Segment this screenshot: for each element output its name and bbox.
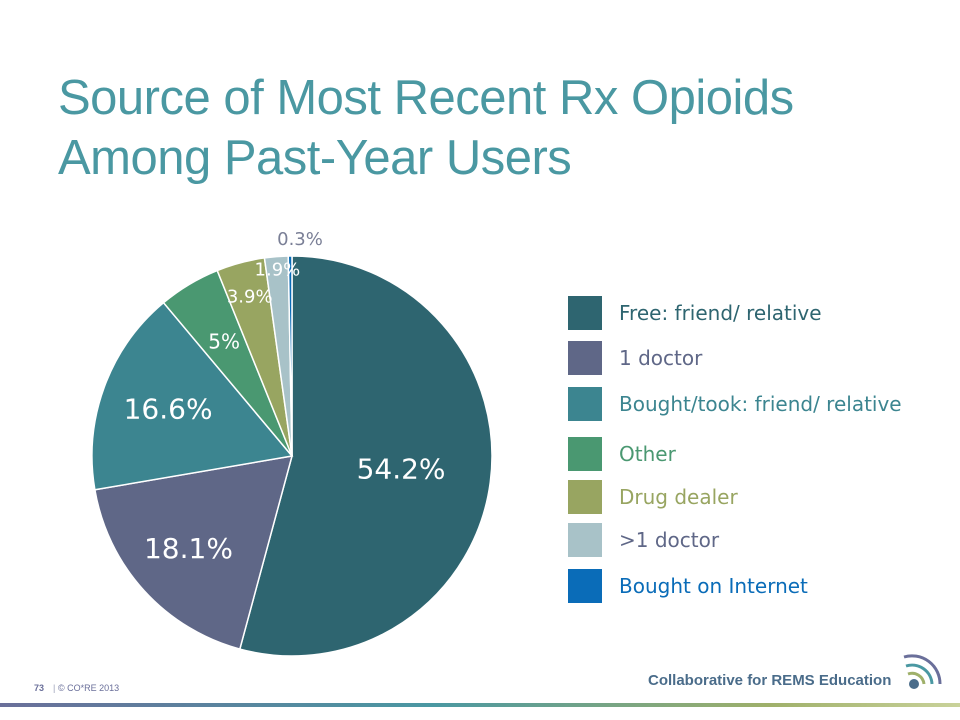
legend-swatch: [568, 523, 602, 557]
pie-slice-label-2: 18.1%: [144, 532, 233, 565]
pie-slice-label-4: 5%: [208, 329, 240, 353]
legend-label: Bought/took: friend/ relative: [619, 392, 902, 416]
core-logo-icon: [903, 654, 942, 689]
legend-item: Other: [568, 437, 676, 471]
legend-swatch: [568, 480, 602, 514]
footer-divider: [0, 703, 960, 707]
legend-label: >1 doctor: [619, 528, 720, 552]
pie-slice-label-3: 16.6%: [124, 393, 213, 426]
pie-slice-label-1: 54.2%: [357, 452, 446, 485]
legend-swatch: [568, 296, 602, 330]
pie-slice-7: [287, 255, 293, 457]
legend-label: Bought on Internet: [619, 574, 808, 598]
legend-label: Drug dealer: [619, 485, 738, 509]
legend-swatch: [568, 569, 602, 603]
slide-title: Source of Most Recent Rx Opioids Among P…: [58, 68, 918, 188]
pie-slice-2: [94, 455, 294, 650]
pie-slice-label-7: 0.3%: [277, 229, 323, 250]
legend-item: >1 doctor: [568, 523, 719, 557]
pie-slice-label-6: 1.9%: [255, 260, 301, 281]
legend-item: 1 doctor: [568, 341, 702, 375]
legend-label: Free: friend/ relative: [619, 301, 822, 325]
legend-swatch: [568, 341, 602, 375]
legend-swatch: [568, 387, 602, 421]
copyright-text: © CO*RE 2013: [58, 683, 120, 693]
slide-title-line-1: Source of Most Recent Rx Opioids: [58, 71, 794, 125]
legend-item: Bought/took: friend/ relative: [568, 387, 902, 421]
legend-item: Free: friend/ relative: [568, 296, 822, 330]
legend-label: Other: [619, 442, 676, 466]
organization-name: Collaborative for REMS Education: [648, 672, 892, 689]
pie-slice-1: [238, 255, 493, 657]
pie-slice-3: [91, 301, 294, 491]
legend-swatch: [568, 437, 602, 471]
footer-separator: |: [53, 683, 56, 693]
page-number: 73: [34, 683, 45, 693]
legend-item: Drug dealer: [568, 480, 738, 514]
slide-title-line-2: Among Past-Year Users: [58, 131, 572, 185]
pie-slice-label-5: 3.9%: [227, 287, 273, 308]
legend-label: 1 doctor: [619, 346, 703, 370]
legend-item: Bought on Internet: [568, 569, 808, 603]
